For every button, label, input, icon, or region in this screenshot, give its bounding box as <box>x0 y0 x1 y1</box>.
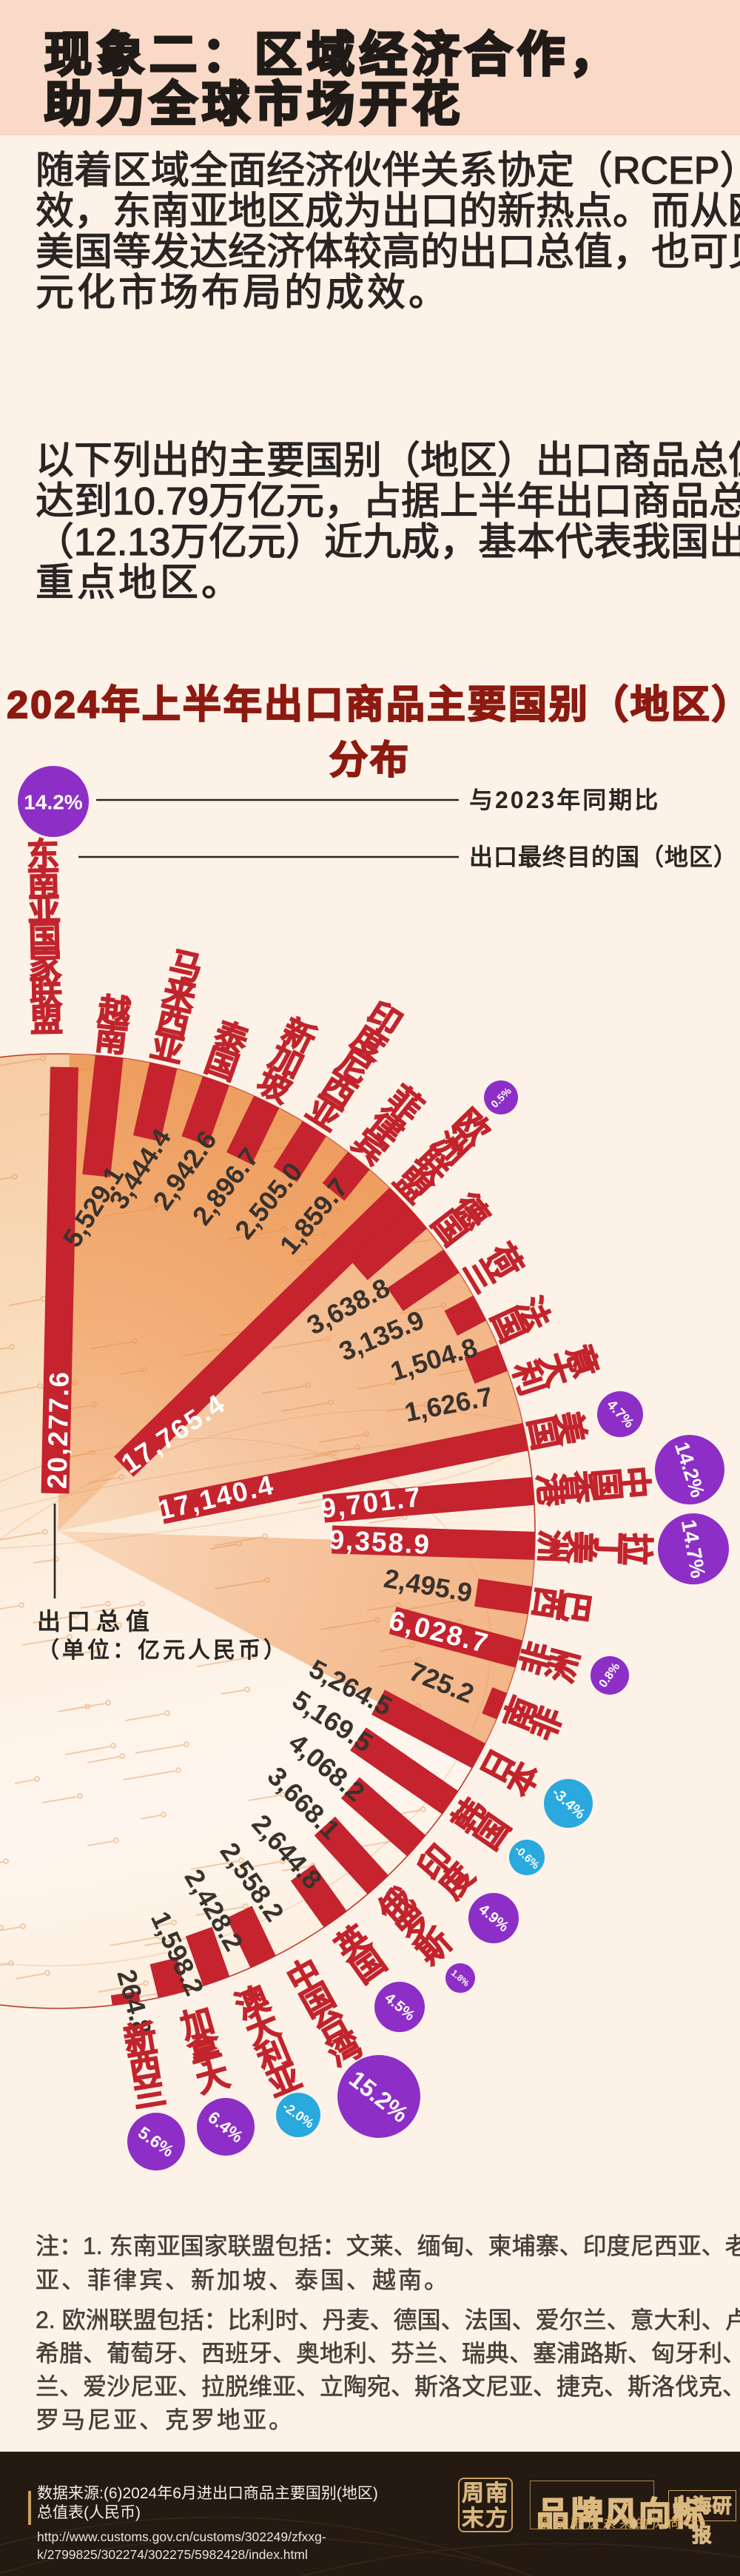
svg-text:大: 大 <box>192 2057 234 2100</box>
svg-text:联: 联 <box>30 975 63 1012</box>
svg-text:出口总值: 出口总值 <box>37 1608 155 1635</box>
svg-text:亚: 亚 <box>27 892 61 929</box>
svg-text:拉: 拉 <box>617 1532 654 1566</box>
svg-text:盟: 盟 <box>30 1002 63 1039</box>
svg-text:丁: 丁 <box>589 1531 626 1565</box>
svg-text:（单位：亿元人民币）: （单位：亿元人民币） <box>37 1638 289 1663</box>
svg-text:14.2%: 14.2% <box>24 791 82 814</box>
svg-text:家: 家 <box>29 947 62 984</box>
svg-text:亚: 亚 <box>147 1028 187 1071</box>
svg-text:西: 西 <box>526 1584 567 1622</box>
svg-text:20,277.6: 20,277.6 <box>42 1371 75 1490</box>
svg-text:非: 非 <box>515 1638 559 1679</box>
svg-text:美: 美 <box>549 1408 591 1447</box>
svg-text:国: 国 <box>521 1414 563 1453</box>
svg-text:9,358.9: 9,358.9 <box>329 1524 431 1560</box>
svg-text:东: 东 <box>27 836 60 873</box>
svg-text:出口最终目的国（地区）: 出口最终目的国（地区） <box>469 844 738 870</box>
svg-text:与2023年同期比: 与2023年同期比 <box>469 787 660 813</box>
svg-text:洲: 洲 <box>534 1530 571 1564</box>
svg-text:西: 西 <box>153 1001 193 1043</box>
svg-text:国: 国 <box>28 919 61 956</box>
svg-text:兰: 兰 <box>130 2074 168 2114</box>
svg-text:国: 国 <box>587 1467 626 1503</box>
svg-text:中: 中 <box>615 1464 654 1500</box>
svg-text:港: 港 <box>531 1472 570 1508</box>
svg-text:新: 新 <box>121 2018 159 2059</box>
svg-text:巴: 巴 <box>554 1588 595 1626</box>
svg-text:香: 香 <box>559 1470 598 1505</box>
svg-text:西: 西 <box>126 2046 164 2087</box>
svg-text:美: 美 <box>562 1530 599 1564</box>
svg-text:南: 南 <box>93 1020 130 1059</box>
svg-text:越: 越 <box>96 992 133 1032</box>
svg-text:洲: 洲 <box>542 1646 586 1686</box>
svg-text:南: 南 <box>27 864 60 901</box>
